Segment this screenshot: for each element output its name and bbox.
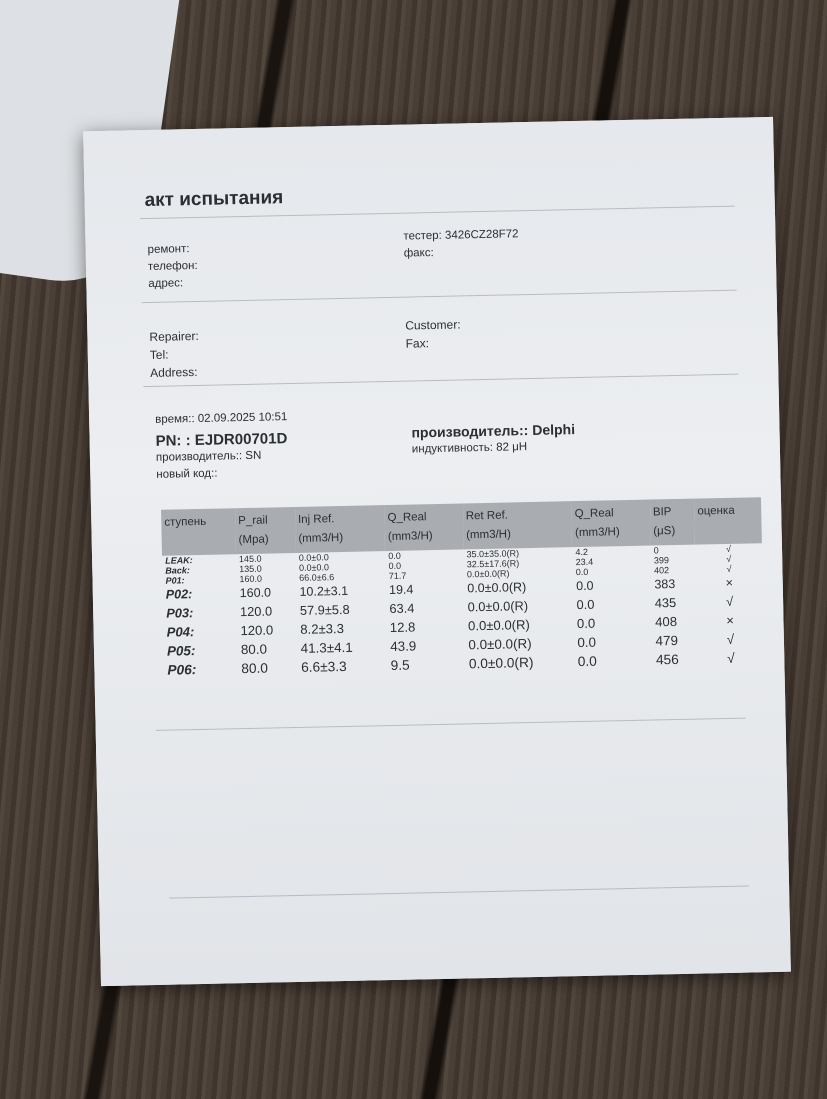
table-cell: 456 (655, 651, 679, 668)
table-cell: 0.0 (576, 578, 594, 594)
header-line: P_rail (238, 514, 268, 528)
table-cell: 0.0 (577, 653, 597, 670)
en-contact-right: Customer: Fax: (405, 315, 461, 352)
ru-contact-left: ремонт: телефон: адрес: (147, 241, 198, 293)
divider (141, 289, 737, 304)
inductance: индуктивность: 82 μH (411, 441, 528, 456)
address-label: адрес: (148, 277, 184, 290)
table-cell: 80.0 (241, 660, 269, 677)
table-cell: 408 (655, 613, 678, 630)
grade-cell: × (726, 612, 735, 628)
grade-cell: √ (726, 593, 734, 609)
table-cell: 6.6±3.3 (300, 658, 347, 675)
column-header: Q_Real (mm3/H) (571, 500, 650, 548)
header-unit: (mm3/H) (466, 528, 512, 542)
stage-cell: P02: (165, 587, 193, 602)
ru-contact-right: тестер: 3426CZ28F72 факс: (403, 226, 519, 262)
column-header: Inj Ref. (mm3/H) (295, 505, 385, 553)
part-number: PN: : EJDR00701D (155, 430, 288, 450)
table-cell: 63.4 (389, 600, 415, 617)
table-cell: 57.9±5.8 (299, 601, 350, 618)
table-cell: 9.5 (390, 657, 410, 673)
stage-cell: P05: (166, 643, 196, 659)
table-cell: 0.0±0.0(R) (467, 617, 530, 634)
column-header: ступень (161, 508, 236, 556)
header-line: Q_Real (387, 511, 427, 525)
header-line: BIP (652, 506, 672, 519)
header-line: Ret Ref. (465, 509, 509, 523)
repair-label: ремонт: (147, 243, 190, 256)
grade-cell: √ (726, 631, 735, 647)
table-cell: 41.3±4.1 (300, 639, 353, 656)
address-en-label: Address: (150, 364, 198, 380)
table-cell: 43.9 (390, 638, 417, 654)
en-contact-left: Repairer: Tel: Address: (149, 327, 199, 382)
tel-label: Tel: (149, 347, 169, 362)
grade-cell: × (725, 575, 734, 590)
table-cell: 0.0 (576, 615, 596, 632)
table-cell: 383 (654, 577, 676, 592)
phone-label: телефон: (147, 259, 198, 273)
header-unit: (mm3/H) (298, 531, 344, 545)
header-unit: (mm3/H) (387, 530, 433, 544)
grade-cell: √ (726, 650, 735, 666)
header-unit: (mm3/H) (574, 526, 620, 540)
customer-label: Customer: (405, 317, 461, 333)
table-cell: 0.0±0.0(R) (468, 655, 534, 672)
manufacturer: производитель:: Delphi (411, 421, 576, 441)
table-cell: 0.0±0.0(R) (467, 580, 527, 596)
test-results-table: ступень P_rail (Mpa) Inj Ref. (mm3/H) Q_Real (… (161, 497, 764, 680)
table-cell: 0.0±0.0(R) (467, 598, 529, 615)
header-line: Inj Ref. (297, 513, 335, 526)
header-line: ступень (164, 515, 207, 529)
tester-label: тестер: 3426CZ28F72 (403, 228, 519, 243)
column-header: P_rail (Mpa) (235, 507, 296, 554)
report-title: акт испытания (144, 187, 284, 212)
table-cell: 120.0 (240, 622, 274, 639)
injector-info-left: время:: 02.09.2025 10:51 PN: : EJDR00701… (155, 409, 289, 484)
column-header: BIP (μS) (650, 499, 695, 546)
table-cell: 10.2±3.1 (299, 583, 349, 599)
divider (169, 885, 750, 899)
fax-en-label: Fax: (405, 336, 430, 351)
injector-info-right: производитель:: Delphi индуктивность: 82… (411, 421, 575, 458)
table-cell: 479 (655, 632, 679, 649)
table-cell: 80.0 (240, 641, 268, 658)
new-code: новый код:: (156, 467, 218, 481)
header-unit: (Mpa) (238, 533, 269, 547)
column-header: оценка (694, 497, 762, 544)
column-header: Ret Ref. (mm3/H) (462, 501, 572, 549)
fax-label: факс: (403, 247, 434, 260)
column-header: Q_Real (mm3/H) (384, 503, 463, 551)
divider (143, 373, 739, 388)
table-cell: 12.8 (389, 619, 416, 636)
test-report-paper: акт испытания ремонт: телефон: адрес: те… (83, 116, 791, 987)
table-cell: 0.0 (576, 596, 595, 613)
table-cell: 0.0±0.0(R) (468, 636, 532, 653)
header-line: Q_Real (574, 507, 614, 521)
table-cell: 435 (654, 595, 677, 611)
header-line: оценка (697, 504, 735, 518)
stage-cell: P03: (166, 605, 194, 621)
table-cell: 19.4 (388, 582, 414, 598)
table-cell: 120.0 (239, 603, 273, 620)
table-cell: 0.0 (577, 634, 597, 651)
stage-cell: P04: (166, 624, 195, 640)
repairer-label: Repairer: (149, 328, 199, 344)
table-cell: 160.0 (239, 585, 272, 601)
header-unit: (μS) (653, 525, 676, 538)
test-time: время:: 02.09.2025 10:51 (155, 411, 288, 426)
divider (155, 717, 746, 731)
stage-cell: P06: (167, 662, 197, 678)
table-cell: 8.2±3.3 (300, 620, 345, 637)
